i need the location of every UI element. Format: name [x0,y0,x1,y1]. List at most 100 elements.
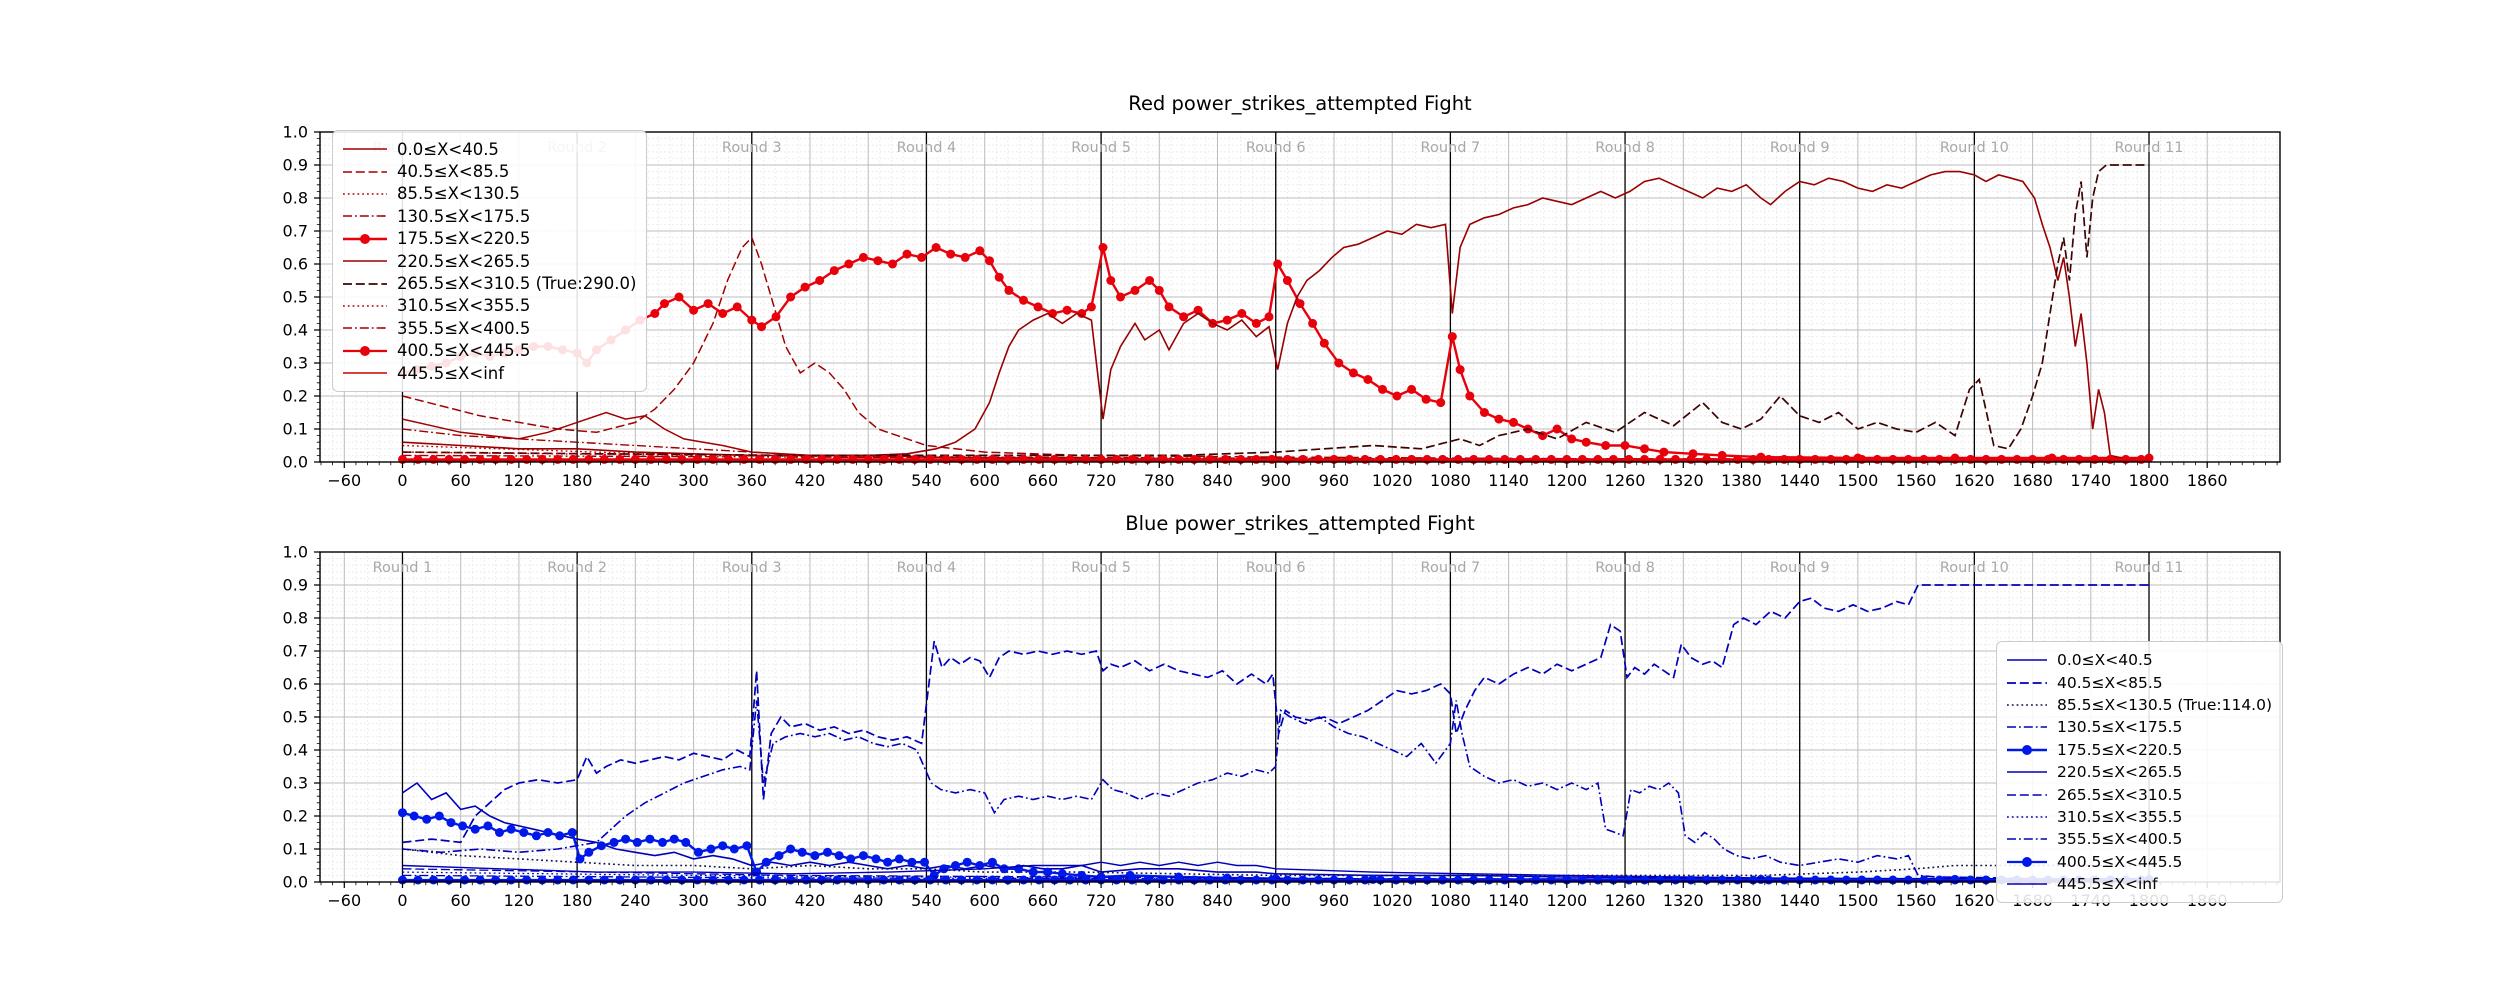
legend-item-label: 400.5≤X<445.5 [397,341,531,361]
round-label: Round 4 [897,560,957,576]
series-line [402,451,2150,461]
legend-line-sample [2007,744,2047,755]
marker-dot [669,834,679,844]
x-tick-label: 1320 [1663,471,1704,490]
marker-dot [1077,309,1087,318]
marker-dot [567,828,577,837]
top-chart-title: Red power_strikes_attempted Fight [1128,92,1472,115]
marker-dot [658,837,667,847]
marker-dot [519,828,529,837]
x-tick-label: 1860 [2187,471,2228,490]
marker-dot [584,847,594,857]
x-tick-label: 480 [853,891,884,910]
marker-dot [409,811,419,821]
x-tick-label: 0 [397,891,407,910]
legend-line-sample [2007,883,2047,885]
x-tick-label: 540 [911,471,942,490]
marker-dot [786,292,796,302]
x-tick-label: 1500 [1838,891,1879,910]
x-tick-label: 420 [795,891,826,910]
series-path [402,170,2149,460]
marker-dot [771,312,781,322]
marker-dot [1264,312,1274,322]
marker-dot [1004,285,1014,295]
legend-item-label: 85.5≤X<130.5 [397,184,520,204]
marker-dot [1659,447,1669,457]
marker-dot [693,847,703,857]
legend-item: 355.5≤X<400.5 [2006,828,2272,850]
legend-item: 310.5≤X<355.5 [2006,806,2272,828]
legend-item-label: 265.5≤X<310.5 (True:290.0) [397,274,637,294]
marker-dot [1057,869,1067,879]
marker-dot [800,282,810,292]
marker-dot [674,292,684,302]
marker-dot [1319,338,1329,348]
legend-item: 175.5≤X<220.5 [342,228,636,250]
round-label: Round 10 [1940,140,2009,156]
x-tick-label: 420 [795,471,826,490]
marker-dot [962,857,972,867]
marker-dot [703,299,713,309]
marker-dot [1455,365,1465,375]
marker-dot [994,272,1004,282]
marker-dot [1581,437,1591,447]
x-tick-label: 300 [678,471,709,490]
marker-dot [446,818,456,828]
marker-dot [894,854,904,864]
marker-dot [1086,302,1096,312]
x-tick-label: 1380 [1721,471,1762,490]
round-label: Round 9 [1770,560,1830,576]
marker-dot [1179,312,1189,322]
marker-dot [609,837,619,847]
legend-line-sample [2007,793,2047,796]
round-label: Round 5 [1071,560,1131,576]
marker-dot [823,847,832,857]
y-tick-label: 0.0 [283,453,308,472]
x-tick-label: 1260 [1605,891,1646,910]
series-path [402,700,2149,880]
x-tick-label: 1200 [1546,471,1587,490]
marker-dot [596,841,606,851]
marker-dot [917,252,927,262]
round-label: Round 11 [2115,560,2184,576]
series-line [402,444,2150,461]
marker-dot [774,851,784,861]
legend-item-label: 400.5≤X<445.5 [2057,852,2183,871]
legend-line-sample [343,372,387,374]
marker-dot [1145,276,1155,285]
legend-line-sample [2007,838,2047,841]
marker-dot [718,841,728,851]
legend-item-label: 85.5≤X<130.5 (True:114.0) [2057,695,2273,714]
y-tick-label: 0.6 [283,255,308,274]
legend-item: 310.5≤X<355.5 [342,295,636,317]
round-label: Round 4 [897,140,957,156]
legend-marker-dot [360,233,370,244]
y-tick-label: 0.2 [283,807,308,826]
y-tick-label: 1.0 [283,543,308,562]
marker-dot [985,256,994,266]
y-tick-label: 0.1 [283,420,308,439]
y-tick-label: 0.9 [283,156,308,175]
series-path [402,871,2150,882]
legend-line-sample [343,327,387,330]
marker-dot [858,252,868,262]
x-tick-label: 780 [1144,891,1175,910]
x-tick-label: 1680 [2012,471,2053,490]
marker-dot [1237,309,1247,318]
marker-dot [1106,276,1116,285]
legend-marker-dot [2022,744,2032,755]
minor-ticks [316,558,2278,886]
legend-item-label: 220.5≤X<265.5 [397,251,531,271]
x-tick-label: 840 [1202,471,1233,490]
marker-dot [999,864,1009,874]
round-label: Round 1 [373,560,433,576]
series-line [402,170,2149,460]
series-line [402,164,2149,457]
marker-dot [946,249,956,259]
marker-dot [931,243,941,252]
y-tick-label: 0.3 [283,774,308,793]
x-tick-label: 1020 [1372,471,1413,490]
legend-item: 220.5≤X<265.5 [2006,761,2272,783]
